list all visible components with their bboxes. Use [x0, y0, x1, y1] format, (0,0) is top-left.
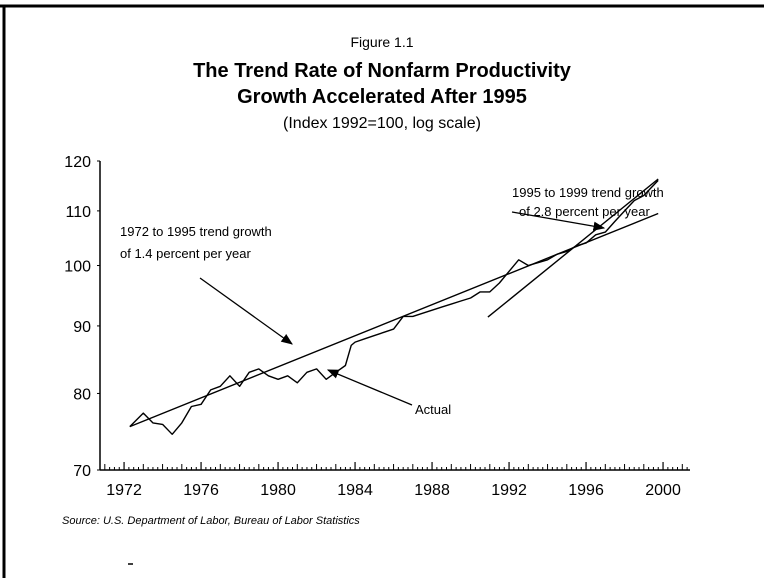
- x-tick-label: 1972: [106, 482, 142, 499]
- annotation: 1995 to 1999 trend growth: [512, 185, 664, 200]
- y-tick-label: 90: [73, 319, 91, 336]
- chart-title: Growth Accelerated After 1995: [237, 86, 527, 108]
- y-tick-label: 70: [73, 463, 91, 480]
- x-tick-label: 1996: [568, 482, 604, 499]
- y-tick-label: 110: [65, 204, 91, 221]
- annotation: Actual: [415, 402, 451, 417]
- line-series: [129, 212, 659, 428]
- annotation: 1972 to 1995 trend growth: [120, 224, 272, 239]
- chart-title: The Trend Rate of Nonfarm Productivity: [193, 60, 572, 82]
- x-tick-label: 1992: [491, 482, 527, 499]
- annotation-arrow: [326, 369, 413, 406]
- x-tick-label: 2000: [645, 482, 681, 499]
- x-tick-label: 1988: [414, 482, 450, 499]
- line-series: [487, 178, 659, 318]
- annotation: of 2.8 percent per year: [519, 204, 650, 219]
- x-tick-label: 1976: [183, 482, 219, 499]
- source-note: Source: U.S. Department of Labor, Bureau…: [62, 515, 360, 527]
- x-tick-label: 1980: [260, 482, 296, 499]
- x-tick-label: 1984: [337, 482, 373, 499]
- annotation-arrow: [511, 211, 606, 231]
- figure-label: Figure 1.1: [350, 34, 413, 50]
- y-tick-label: 120: [64, 154, 91, 171]
- annotation-arrow: [199, 277, 293, 345]
- y-tick-label: 100: [64, 259, 91, 276]
- annotation: of 1.4 percent per year: [120, 246, 251, 261]
- chart-subtitle: (Index 1992=100, log scale): [283, 115, 481, 132]
- y-tick-label: 80: [73, 386, 91, 403]
